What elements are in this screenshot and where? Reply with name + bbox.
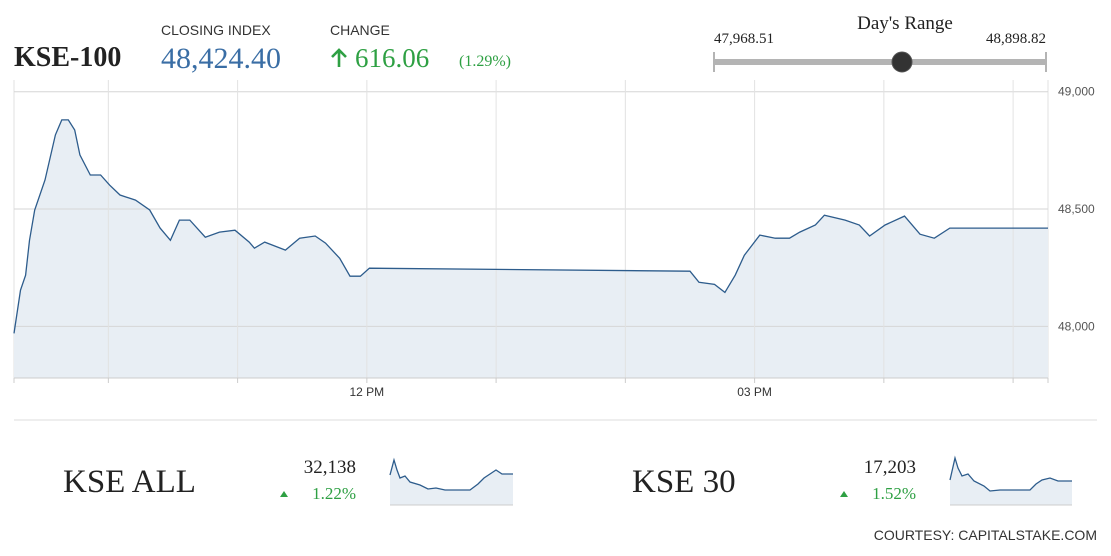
range-high: 48,898.82 bbox=[986, 31, 1046, 47]
sparkline bbox=[949, 455, 1072, 492]
sparkline-area bbox=[950, 458, 1072, 505]
up-arrow bbox=[331, 48, 347, 67]
up-triangle bbox=[280, 491, 288, 497]
sparkline-area bbox=[390, 460, 513, 505]
index-value: 17,203 bbox=[864, 457, 916, 478]
y-tick-label: 49,000 bbox=[1058, 85, 1095, 99]
sparkline bbox=[389, 457, 513, 491]
index-change: 1.22% bbox=[312, 484, 356, 503]
area-fill bbox=[14, 119, 1048, 379]
range-knob bbox=[891, 51, 913, 73]
line bbox=[13, 119, 1048, 334]
y-tick-label: 48,000 bbox=[1058, 319, 1095, 333]
index-title: KSE-100 bbox=[14, 42, 121, 73]
index-name: KSE ALL bbox=[63, 464, 196, 500]
range-bar bbox=[714, 59, 1046, 65]
up-triangle bbox=[840, 491, 848, 497]
x-tick-label: 12 PM bbox=[350, 385, 385, 399]
index-change: 1.52% bbox=[872, 484, 916, 503]
x-tick-label: 03 PM bbox=[737, 385, 772, 399]
plot: 12 PM 03 PM 48,000 48,500 49,000 bbox=[13, 80, 1095, 399]
change-percent: (1.29%) bbox=[459, 53, 511, 70]
closing-label: CLOSING INDEX bbox=[161, 22, 271, 38]
change-value: 616.06 bbox=[355, 43, 429, 73]
range-low: 47,968.51 bbox=[714, 31, 774, 47]
footer: COURTESY: CAPITALSTAKE.COM bbox=[874, 527, 1097, 543]
range-title: Day's Range bbox=[857, 13, 953, 34]
change-label: CHANGE bbox=[330, 22, 390, 38]
y-tick-label: 48,500 bbox=[1058, 202, 1095, 216]
index-value: 32,138 bbox=[304, 457, 356, 478]
index-name: KSE 30 bbox=[632, 464, 736, 500]
closing-value: 48,424.40 bbox=[161, 42, 281, 75]
